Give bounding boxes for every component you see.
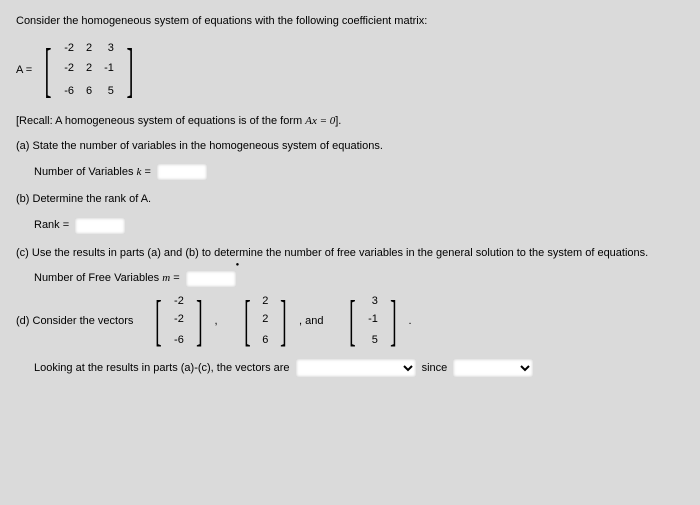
- since-text: since: [422, 361, 448, 376]
- matrix-A-row: A = [ -223 -22-1 -665 ]: [16, 39, 684, 101]
- matrix-A: [ -223 -22-1 -665 ]: [38, 39, 140, 101]
- bracket-left-icon: [: [155, 296, 162, 346]
- dot-icon: ●: [236, 261, 240, 269]
- looking-text: Looking at the results in parts (a)-(c),…: [34, 361, 290, 376]
- num-vars-input[interactable]: [157, 164, 207, 180]
- recall-text: [Recall: A homogeneous system of equatio…: [16, 114, 684, 129]
- part-d-text: (d) Consider the vectors: [16, 314, 133, 329]
- period-1: .: [409, 314, 412, 329]
- intro-text: Consider the homogeneous system of equat…: [16, 14, 684, 29]
- vector-2: [ 226 ]: [238, 293, 293, 349]
- looking-row: Looking at the results in parts (a)-(c),…: [34, 359, 684, 377]
- part-a-text: (a) State the number of variables in the…: [16, 139, 684, 154]
- bracket-right-icon: ]: [196, 296, 203, 346]
- since-select[interactable]: [453, 359, 533, 377]
- bracket-left-icon: [: [244, 296, 251, 346]
- A-label: A =: [16, 63, 32, 78]
- bracket-right-icon: ]: [280, 296, 287, 346]
- vector-3: [ 3-15 ]: [343, 293, 402, 349]
- vector-1: [ -2-2-6 ]: [149, 293, 208, 349]
- and-text: , and: [299, 314, 323, 329]
- comma-1: ,: [214, 314, 217, 329]
- free-vars-label: Number of Free Variables m =: [34, 271, 180, 286]
- bracket-right-icon: ]: [390, 296, 397, 346]
- free-vars-input[interactable]: [186, 271, 236, 287]
- part-a-input-row: Number of Variables k =: [34, 164, 684, 180]
- equation-Ax0: Ax = 0: [305, 115, 335, 127]
- vectors-are-select[interactable]: [296, 359, 416, 377]
- bracket-right-icon: ]: [126, 43, 133, 97]
- rank-input[interactable]: [75, 218, 125, 234]
- part-c-text: (c) Use the results in parts (a) and (b)…: [16, 246, 684, 261]
- num-vars-label: Number of Variables k =: [34, 165, 151, 180]
- rank-label: Rank =: [34, 218, 69, 233]
- part-b-text: (b) Determine the rank of A.: [16, 192, 684, 207]
- bracket-left-icon: [: [350, 296, 357, 346]
- part-b-input-row: Rank =: [34, 218, 684, 234]
- matrix-A-cells: -223 -22-1 -665: [58, 39, 120, 101]
- part-d-row: (d) Consider the vectors [ -2-2-6 ] , [ …: [16, 293, 684, 349]
- bracket-left-icon: [: [45, 43, 52, 97]
- part-c-input-row: Number of Free Variables m = ●: [34, 271, 684, 287]
